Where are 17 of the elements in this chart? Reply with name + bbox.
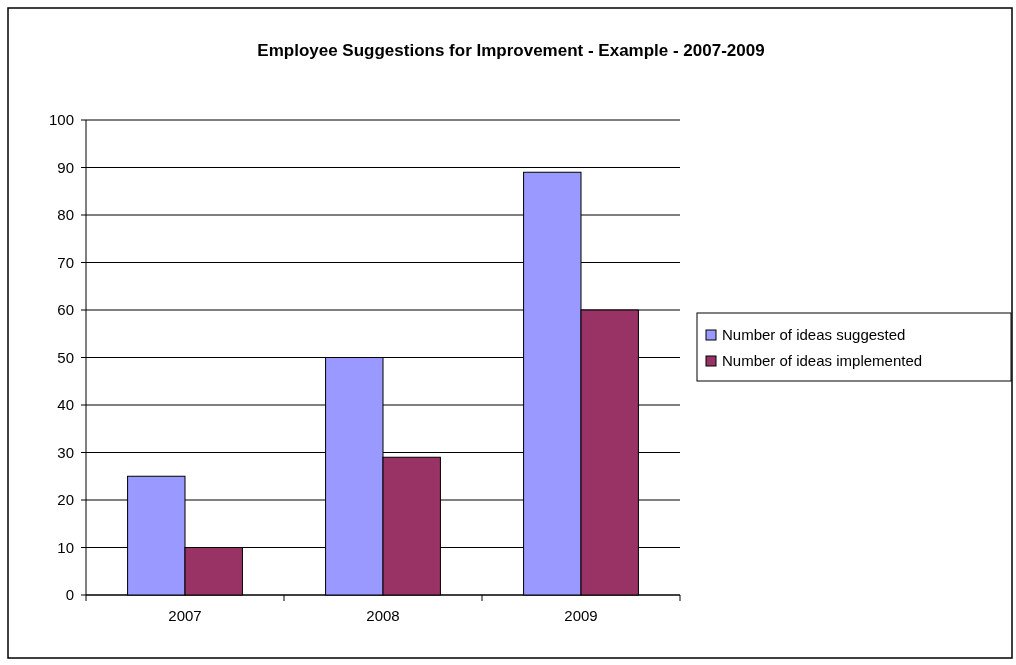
legend-label: Number of ideas suggested bbox=[722, 326, 906, 344]
x-tick-label: 2008 bbox=[366, 607, 400, 624]
y-tick-label: 30 bbox=[57, 443, 74, 461]
y-tick-label: 70 bbox=[57, 253, 74, 271]
y-tick-label: 0 bbox=[65, 586, 74, 604]
y-tick-label: 10 bbox=[57, 538, 74, 556]
x-tick-label: 2009 bbox=[564, 607, 598, 624]
y-tick-label: 90 bbox=[57, 158, 74, 176]
legend-label: Number of ideas implemented bbox=[722, 352, 923, 370]
y-tick-label: 20 bbox=[57, 491, 74, 509]
y-tick-label: 60 bbox=[57, 301, 74, 319]
y-tick-label: 40 bbox=[57, 396, 74, 414]
y-tick-label: 100 bbox=[48, 111, 74, 129]
chart-title: Employee Suggestions for Improvement - Example - 2007-2009 bbox=[257, 41, 765, 60]
y-tick-label: 80 bbox=[57, 206, 74, 224]
x-tick-label: 2007 bbox=[168, 607, 202, 624]
y-tick-label: 50 bbox=[57, 348, 74, 366]
